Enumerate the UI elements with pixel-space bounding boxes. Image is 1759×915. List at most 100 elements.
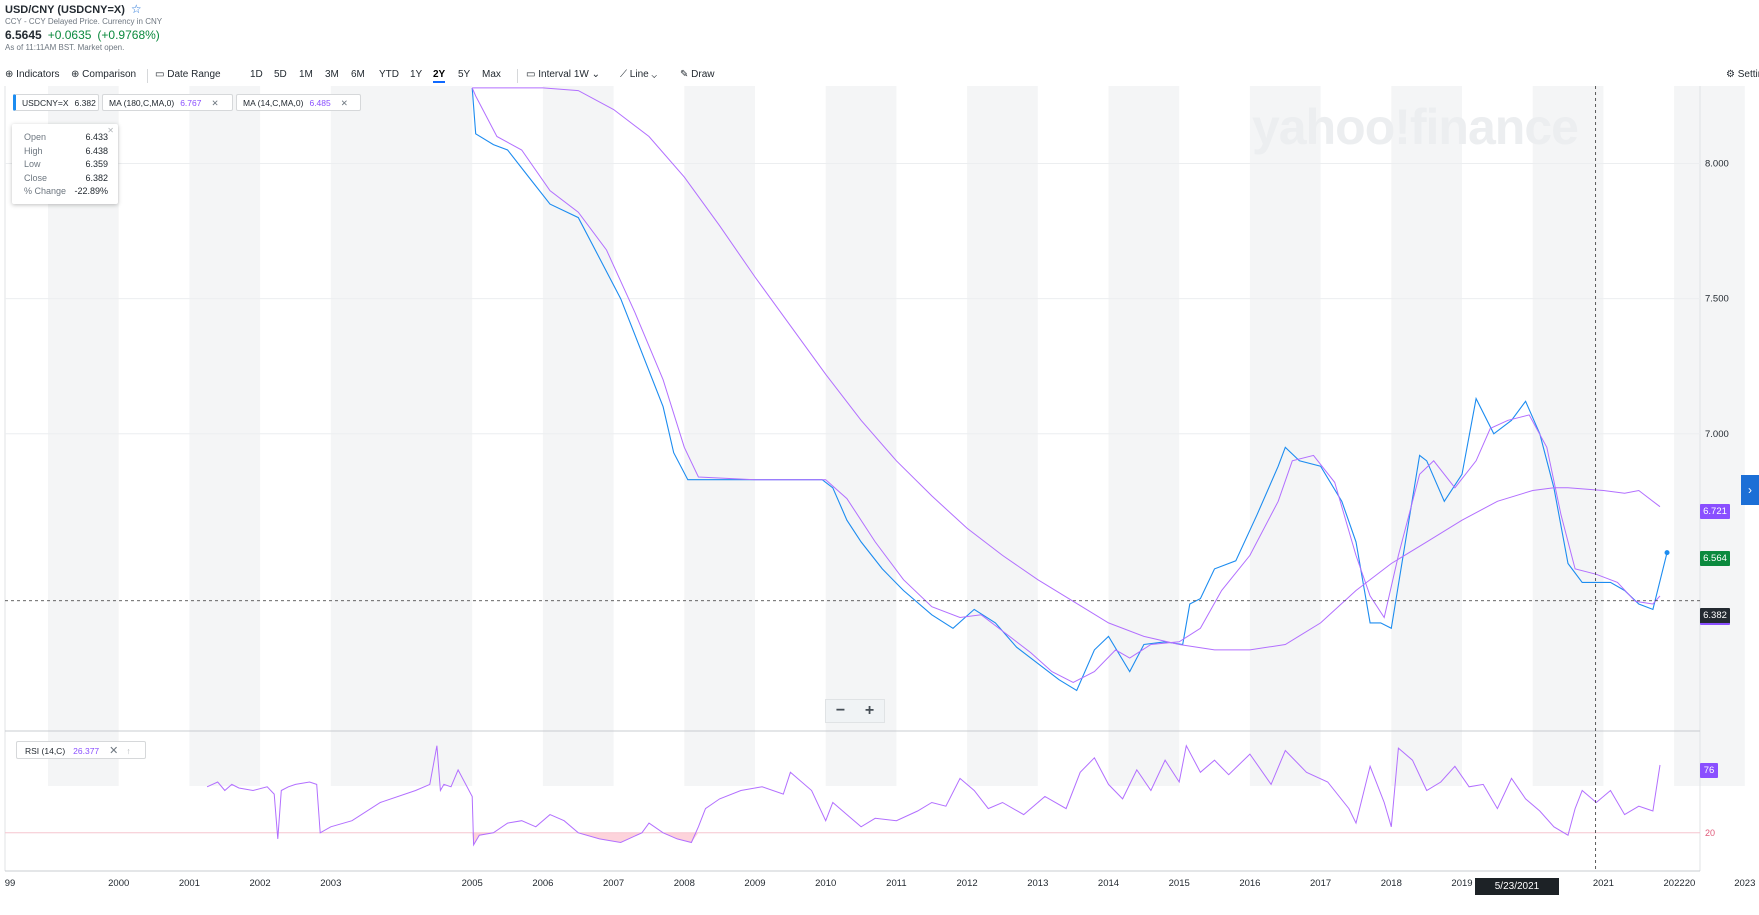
year-band <box>1249 86 1321 786</box>
close-label: Close <box>24 172 48 183</box>
legend-ma180-value: 6.767 <box>180 98 202 108</box>
pencil-icon: ✎ <box>680 69 689 80</box>
symbol-title: USD/CNY (USDCNY=X) ☆ <box>5 2 142 16</box>
x-tick-label: 2007 <box>603 878 624 889</box>
draw-button[interactable]: ✎ Draw <box>680 69 715 80</box>
comparison-label: Comparison <box>82 69 137 80</box>
quote-price: 6.5645 <box>5 28 42 42</box>
year-band <box>1391 86 1462 786</box>
rsi-low-level-label: 20 <box>1705 828 1715 838</box>
current-price-badge: 6.564 <box>1700 551 1730 566</box>
zoom-controls: − + <box>825 699 885 723</box>
range-3m[interactable]: 3M <box>325 69 339 80</box>
chevron-right-icon: › <box>1748 483 1752 497</box>
x-tick-label: 2014 <box>1098 878 1119 889</box>
quote-header: USD/CNY (USDCNY=X) ☆ CCY - CCY Delayed Pr… <box>5 2 162 52</box>
indicators-label: Indicators <box>16 69 60 80</box>
high-label: High <box>24 145 43 156</box>
x-tick-label: 2008 <box>674 878 695 889</box>
range-ytd[interactable]: YTD <box>379 69 399 80</box>
y-tick-label: 7.500 <box>1705 294 1729 305</box>
close-icon[interactable]: ✕ <box>109 745 119 757</box>
star-icon[interactable]: ☆ <box>130 2 142 16</box>
date-range-label: Date Range <box>167 69 221 80</box>
x-tick-label: 2011 <box>886 878 906 889</box>
range-6m[interactable]: 6M <box>351 69 365 80</box>
legend-symbol-label: USDCNY=X <box>22 98 69 108</box>
close-icon[interactable]: ✕ <box>211 98 219 108</box>
quote-subtitle: CCY - CCY Delayed Price. Currency in CNY <box>5 17 163 26</box>
comparison-button[interactable]: ⊕ Comparison <box>71 69 136 80</box>
price-series-line <box>471 87 1668 692</box>
settings-button[interactable]: ⚙ Settings <box>1726 69 1759 80</box>
legend-symbol[interactable]: USDCNY=X 6.382 <box>13 94 99 111</box>
interval-button[interactable]: ▭ Interval 1W ⌄ <box>526 69 600 80</box>
settings-label: Settings <box>1737 69 1759 80</box>
low-value: 6.359 <box>85 159 108 169</box>
range-1y[interactable]: 1Y <box>410 69 423 80</box>
x-tick-label: 20 <box>1685 878 1696 889</box>
rsi-value: 26.377 <box>73 746 100 756</box>
chart-type-button[interactable]: ⟋ Line ⌄ <box>620 69 657 80</box>
year-band <box>1108 86 1180 786</box>
rsi-label: RSI (14,C) <box>25 746 66 756</box>
year-band <box>1674 86 1745 786</box>
chart-toolbar: ⊕ Indicators ⊕ Comparison ▭ Date Range 1… <box>0 66 1759 86</box>
legend-ma180-label: MA (180,C,MA,0) <box>109 98 175 108</box>
range-1d[interactable]: 1D <box>250 69 263 80</box>
crosshair-price-badge: 6.382 <box>1700 608 1730 625</box>
legend-ma14-label: MA (14,C,MA,0) <box>243 98 304 108</box>
x-tick-label: 2009 <box>744 878 765 889</box>
x-tick-label: 2013 <box>1027 878 1048 889</box>
year-band <box>330 86 473 786</box>
x-tick-label: 2010 <box>815 878 836 889</box>
arrow-up-icon[interactable]: ↑ <box>126 746 131 756</box>
x-tick-label: 2019 <box>1451 878 1472 889</box>
range-max[interactable]: Max <box>482 69 501 80</box>
scroll-right-button[interactable]: › <box>1741 475 1759 505</box>
range-5d[interactable]: 5D <box>274 69 287 80</box>
x-tick-label: 2005 <box>462 878 483 889</box>
plus-circle-icon: ⊕ <box>71 69 80 80</box>
range-1m[interactable]: 1M <box>299 69 313 80</box>
year-band <box>684 86 755 786</box>
zoom-out-button[interactable]: − <box>835 702 846 719</box>
y-tick-label: 8.000 <box>1705 159 1729 170</box>
x-tick-label: 2016 <box>1239 878 1260 889</box>
crosshair-date-badge: 5/23/2021 <box>1475 878 1559 895</box>
x-tick-label: 2022 <box>1664 878 1685 889</box>
quote-asof: As of 11:11AM BST. Market open. <box>5 43 125 52</box>
x-tick-label: 2002 <box>250 878 271 889</box>
legend-ma14[interactable]: MA (14,C,MA,0) 6.485 ✕ <box>236 94 361 111</box>
x-tick-label: 2003 <box>320 878 341 889</box>
year-band <box>1532 86 1604 786</box>
toolbar-divider <box>147 69 148 83</box>
legend-symbol-value: 6.382 <box>74 98 96 108</box>
legend-rsi[interactable]: RSI (14,C) 26.377 ✕ ↑ <box>16 741 146 759</box>
ma14-series-line <box>471 87 1661 683</box>
close-icon[interactable]: ✕ <box>107 126 114 135</box>
quote-change: +0.0635 <box>47 28 92 42</box>
line-chart-icon: ⟋ <box>620 69 627 80</box>
close-icon[interactable]: ✕ <box>340 98 348 108</box>
year-band <box>189 86 261 786</box>
x-tick-label: 2017 <box>1310 878 1331 889</box>
draw-label: Draw <box>691 69 715 80</box>
x-tick-label: 2021 <box>1593 878 1614 889</box>
indicators-button[interactable]: ⊕ Indicators <box>5 69 60 80</box>
close-value: 6.382 <box>85 172 108 183</box>
chart-canvas[interactable]: 8.000 7.500 7.000 99 2000 2001 2002 2003 2005 200… <box>0 86 1759 915</box>
range-5y[interactable]: 5Y <box>458 69 471 80</box>
range-2y[interactable]: 2Y <box>433 69 446 83</box>
calendar-icon: ▭ <box>526 69 536 80</box>
ma180-price-badge: 6.721 <box>1700 504 1730 519</box>
x-tick-label: 2006 <box>532 878 553 889</box>
zoom-in-button[interactable]: + <box>864 702 875 719</box>
x-tick-label: 2015 <box>1169 878 1190 889</box>
legend-ma180[interactable]: MA (180,C,MA,0) 6.767 ✕ <box>102 94 233 111</box>
calendar-icon: ▭ <box>155 69 165 80</box>
year-band <box>542 86 614 786</box>
year-band <box>825 86 897 786</box>
year-band <box>967 86 1038 786</box>
date-range-button[interactable]: ▭ Date Range <box>155 69 221 80</box>
